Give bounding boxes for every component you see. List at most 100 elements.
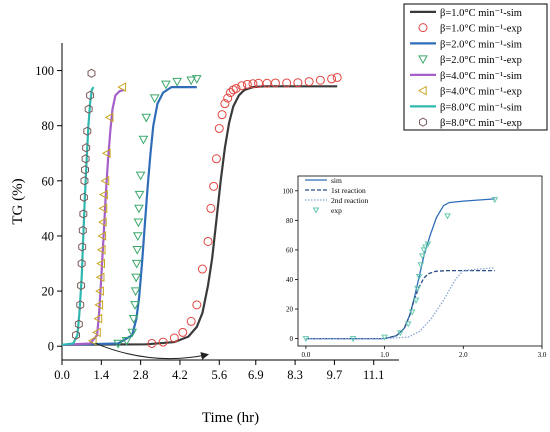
series-line-8-0-c-min-sim bbox=[61, 86, 95, 346]
main-plot: 0.0 1.4 2.8 4.2 5.6 6.9 8.3 9.7 11.1 0 20 40 60 80 100… bbox=[10, 43, 399, 426]
inset-legend-label-sim: sim bbox=[331, 176, 342, 185]
point-1-0-c-min-exp bbox=[315, 75, 325, 85]
point-1-0-c-min-exp bbox=[237, 81, 247, 91]
inset-point-exp bbox=[396, 330, 404, 337]
x-tick-label: 9.7 bbox=[327, 368, 343, 382]
inset-point-exp bbox=[419, 253, 426, 260]
inset-point-exp bbox=[302, 336, 310, 343]
point-8-0-c-min-exp bbox=[81, 154, 90, 164]
y-tick-label: 0 bbox=[48, 340, 54, 354]
inset-x-tick-label: 2.0 bbox=[459, 351, 468, 359]
inset-point-exp bbox=[408, 309, 416, 316]
inset-point-exp bbox=[417, 262, 425, 269]
point-4-0-c-min-exp bbox=[100, 175, 110, 186]
series-line-1-0-c-min-sim bbox=[61, 85, 338, 346]
series-line-4-0-c-min-sim bbox=[61, 88, 125, 346]
point-1-0-c-min-exp bbox=[217, 110, 227, 120]
point-1-0-c-min-exp bbox=[214, 123, 224, 133]
point-4-0-c-min-exp bbox=[97, 231, 107, 241]
point-4-0-c-min-exp bbox=[92, 327, 101, 338]
inset-point-exp bbox=[415, 274, 423, 281]
point-1-0-c-min-exp bbox=[206, 203, 216, 213]
legend-swatch-4-0-c-min-exp bbox=[417, 85, 427, 96]
point-4-0-c-min-exp bbox=[95, 286, 104, 296]
inset-y-tick-label: 20 bbox=[286, 306, 294, 314]
inset-x-tick-label: 0.0 bbox=[301, 351, 310, 359]
point-4-0-c-min-exp bbox=[94, 300, 104, 310]
point-2-0-c-min-exp bbox=[191, 75, 202, 84]
point-2-0-c-min-exp bbox=[161, 80, 171, 90]
point-2-0-c-min-exp bbox=[138, 135, 149, 145]
point-8-0-c-min-exp bbox=[87, 68, 96, 78]
legend-label-8-0-c-min-sim: β=8.0°C min⁻¹-sim bbox=[440, 102, 522, 113]
point-4-0-c-min-exp bbox=[96, 258, 106, 269]
inset-point-exp bbox=[381, 334, 388, 341]
point-8-0-c-min-exp bbox=[78, 242, 87, 252]
inset-y-tick-label: 100 bbox=[283, 187, 294, 195]
point-4-0-c-min-exp bbox=[104, 112, 114, 123]
point-4-0-c-min-exp bbox=[101, 148, 111, 159]
y-tick-label: 20 bbox=[42, 285, 55, 299]
point-1-0-c-min-exp bbox=[282, 78, 292, 88]
inset-legend-swatch-exp bbox=[312, 207, 320, 214]
point-1-0-c-min-exp bbox=[147, 338, 157, 348]
y-axis-title: TG (%) bbox=[10, 178, 26, 224]
point-1-0-c-min-exp bbox=[332, 72, 342, 82]
legend-swatch-8-0-c-min-exp bbox=[419, 117, 427, 127]
series-line-2-0-c-min-sim bbox=[61, 86, 197, 346]
inset-point-exp bbox=[444, 213, 451, 220]
point-1-0-c-min-exp bbox=[220, 99, 230, 109]
point-2-0-c-min-exp bbox=[172, 77, 182, 87]
point-2-0-c-min-exp bbox=[186, 76, 197, 86]
point-2-0-c-min-exp bbox=[121, 337, 132, 346]
legend-swatch-1-0-c-min-exp bbox=[418, 23, 428, 33]
point-4-0-c-min-exp bbox=[99, 189, 108, 200]
inset-point-exp bbox=[422, 244, 429, 251]
point-2-0-c-min-exp bbox=[133, 218, 144, 228]
inset-y-tick-label: 40 bbox=[286, 276, 294, 284]
point-8-0-c-min-exp bbox=[84, 104, 93, 114]
y-tick-label: 40 bbox=[42, 229, 55, 243]
x-tick-label: 5.6 bbox=[211, 368, 227, 382]
legend-label-1-0-c-min-exp: β=1.0°C min⁻¹-exp bbox=[440, 24, 522, 35]
legend-label-2-0-c-min-exp: β=2.0°C min⁻¹-exp bbox=[440, 55, 522, 66]
inset-frame bbox=[297, 175, 543, 347]
legend-box bbox=[403, 3, 548, 131]
point-8-0-c-min-exp bbox=[82, 143, 91, 153]
point-2-0-c-min-exp bbox=[127, 328, 138, 338]
point-8-0-c-min-exp bbox=[80, 176, 89, 186]
y-tick-label: 60 bbox=[42, 174, 55, 188]
annotation-arrow bbox=[95, 342, 210, 360]
point-2-0-c-min-exp bbox=[130, 301, 140, 310]
point-1-0-c-min-exp bbox=[178, 327, 188, 337]
point-1-0-c-min-exp bbox=[248, 79, 258, 89]
inset-legend-label-exp: exp bbox=[331, 206, 342, 215]
point-2-0-c-min-exp bbox=[128, 314, 139, 324]
inset-x-tick-label: 1.0 bbox=[380, 351, 389, 359]
legend-label-8-0-c-min-exp: β=8.0°C min⁻¹-exp bbox=[440, 118, 522, 129]
x-tick-label: 1.4 bbox=[94, 368, 110, 382]
x-tick-label: 2.8 bbox=[133, 368, 149, 382]
point-1-0-c-min-exp bbox=[223, 93, 233, 103]
point-2-0-c-min-exp bbox=[113, 339, 124, 349]
x-tick-label: 11.1 bbox=[363, 368, 384, 382]
inset-point-exp bbox=[404, 321, 412, 328]
point-8-0-c-min-exp bbox=[79, 209, 88, 219]
point-1-0-c-min-exp bbox=[270, 78, 280, 88]
legend-label-4-0-c-min-sim: β=4.0°C min⁻¹-sim bbox=[440, 71, 522, 82]
point-8-0-c-min-exp bbox=[78, 225, 87, 236]
inset-legend-label-1st-reaction: 1st reaction bbox=[331, 186, 366, 195]
point-1-0-c-min-exp bbox=[186, 316, 196, 326]
x-tick-label: 8.3 bbox=[287, 368, 303, 382]
point-4-0-c-min-exp bbox=[96, 244, 106, 255]
point-1-0-c-min-exp bbox=[242, 79, 252, 89]
point-4-0-c-min-exp bbox=[95, 272, 105, 283]
inset-series-line-2nd-reaction bbox=[305, 267, 495, 340]
point-8-0-c-min-exp bbox=[72, 330, 81, 340]
inset-y-tick-label: 60 bbox=[286, 246, 294, 254]
y-tick-label: 100 bbox=[35, 64, 54, 78]
point-1-0-c-min-exp bbox=[211, 154, 221, 164]
inset-point-exp bbox=[491, 197, 499, 204]
